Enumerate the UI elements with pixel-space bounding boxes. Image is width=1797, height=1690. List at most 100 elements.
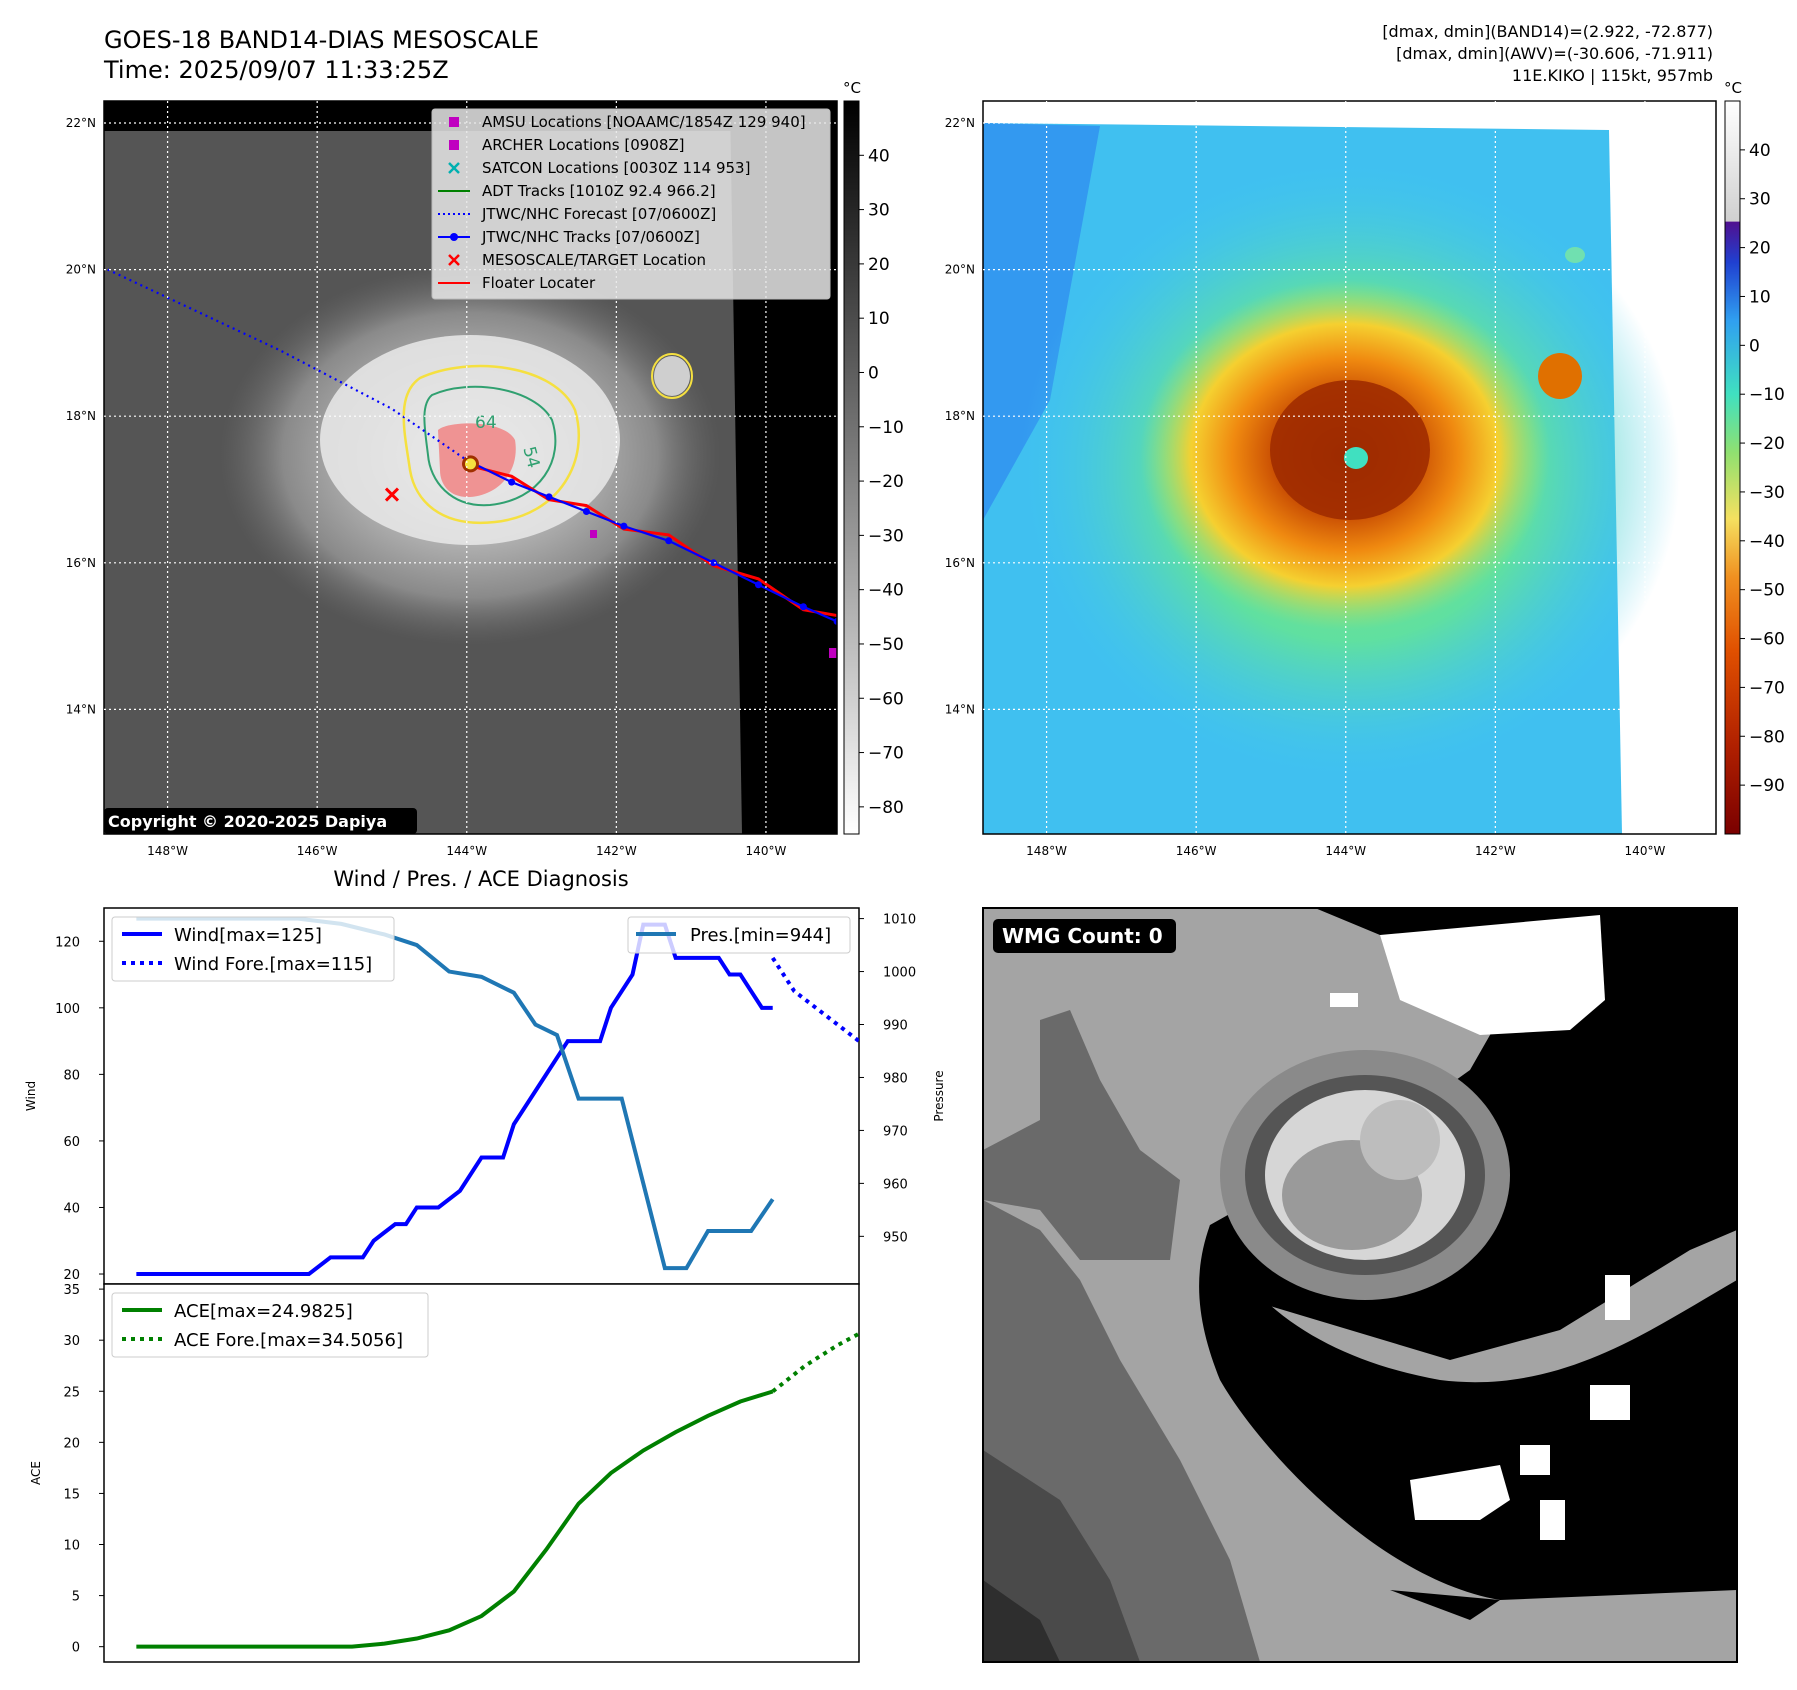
wind-legend: Wind[max=125] Wind Fore.[max=115] — [111, 916, 395, 982]
y2-tick-label: 980 — [883, 1071, 908, 1086]
legend-item: ADT Tracks [1010Z 92.4 966.2] — [438, 182, 716, 200]
colorbar-tick-label: −10 — [1749, 385, 1785, 405]
wmg-white-patch — [1380, 915, 1605, 1035]
colorbar-tick-label: −30 — [1749, 483, 1785, 503]
track-point — [620, 522, 628, 530]
y2-tick-label: 1000 — [883, 966, 916, 981]
y-tick-label: 80 — [63, 1068, 80, 1083]
contour-green — [423, 385, 557, 507]
y2-tick-label: 970 — [883, 1124, 908, 1139]
archer-marker — [590, 530, 597, 538]
y-tick-label: 25 — [63, 1385, 80, 1400]
lon-label: 146°W — [1176, 844, 1217, 858]
colorbar-tick-label: −60 — [1749, 630, 1785, 650]
wind-axis-label: Wind — [24, 1081, 38, 1111]
wmg-panel: WMG Count: 0 — [982, 907, 1738, 1663]
legend-label: SATCON Locations [0030Z 114 953] — [482, 159, 750, 177]
forecast-track-line — [107, 268, 468, 462]
lat-label: 16°N — [66, 556, 96, 570]
lon-label: 148°W — [1026, 844, 1067, 858]
track-point — [710, 559, 718, 567]
colorbar-tick-label: 40 — [1749, 141, 1771, 161]
colorbar-tick-label: −90 — [1749, 776, 1785, 796]
y2-tick-label: 1010 — [883, 913, 916, 928]
lat-label: 20°N — [66, 263, 96, 277]
pres-legend-label: Pres.[min=944] — [690, 925, 831, 946]
lat-label: 14°N — [945, 702, 975, 716]
map2-lon-labels: 148°W 146°W 144°W 142°W 140°W — [1026, 844, 1665, 858]
colorbar-tick-label: −80 — [1749, 727, 1785, 747]
storm-info: 11E.KIKO | 115kt, 957mb — [1511, 66, 1713, 85]
legend-label: JTWC/NHC Tracks [07/0600Z] — [481, 228, 700, 246]
colorbar-tick-label: −70 — [868, 744, 904, 764]
colorbar-tick-label: −20 — [868, 472, 904, 492]
colorbar1-unit: °C — [843, 79, 861, 97]
legend-item: Floater Locater — [438, 274, 596, 292]
y2-tick-label: 960 — [883, 1177, 908, 1192]
ace-chart: 0 5 10 15 20 25 30 35 ACE ACE[max=24.9825] ACE … — [29, 1283, 860, 1663]
y-tick-label: 60 — [63, 1135, 80, 1150]
track-point — [582, 507, 590, 515]
colorbar-tick-label: 30 — [868, 201, 890, 221]
wmg-count-box — [993, 919, 1176, 953]
colorbar-tick-label: −40 — [868, 581, 904, 601]
lon-label: 144°W — [1325, 844, 1366, 858]
map2-lat-labels: 22°N 20°N 18°N 16°N 14°N — [945, 116, 975, 716]
colorbar-tick-label: 20 — [1749, 239, 1771, 259]
colorbar-tick-label: −60 — [868, 689, 904, 709]
awv-map: 22°N 20°N 18°N 16°N 14°N 148°W 146°W 144°W 142°… — [945, 100, 1717, 858]
colorbar-tick-label: −40 — [1749, 532, 1785, 552]
y2-tick-label: 990 — [883, 1019, 908, 1034]
floater-locater-line — [473, 465, 837, 618]
y-tick-label: 0 — [72, 1641, 80, 1656]
y-tick-label: 30 — [63, 1334, 80, 1349]
map2-gridlines — [983, 101, 1716, 834]
legend-label: JTWC/NHC Forecast [07/0600Z] — [481, 205, 716, 223]
map-legend: AMSU Locations [NOAAMC/1854Z 129 940] ARC… — [431, 108, 831, 300]
y-tick-label: 35 — [63, 1283, 80, 1298]
legend-label: ADT Tracks [1010Z 92.4 966.2] — [482, 182, 716, 200]
band14-colorbar: °C 40 30 20 10 0 −10 −20 −30 −40 −50 −60 −70 −80 — [843, 79, 904, 835]
track-point — [665, 537, 673, 545]
lat-label: 22°N — [945, 116, 975, 130]
series-line-wind-fore- — [771, 956, 859, 1044]
lat-label: 22°N — [66, 116, 96, 130]
y-tick-label: 20 — [63, 1268, 80, 1283]
colorbar-tick-label: −30 — [868, 526, 904, 546]
lon-label: 144°W — [446, 844, 487, 858]
colorbar-tick-label: −80 — [868, 798, 904, 818]
y-tick-label: 20 — [63, 1436, 80, 1451]
figure-title: GOES-18 BAND14-DIAS MESOSCALE — [104, 26, 540, 54]
y-tick-label: 5 — [72, 1590, 80, 1605]
legend-item: ARCHER Locations [0908Z] — [449, 136, 685, 154]
colorbar2-unit: °C — [1724, 79, 1742, 97]
map1-lon-labels: 148°W 146°W 144°W 142°W 140°W — [147, 844, 786, 858]
ace-legend: ACE[max=24.9825] ACE Fore.[max=34.5056] — [111, 1292, 429, 1358]
awv-eye — [1344, 447, 1368, 469]
lon-label: 142°W — [596, 844, 637, 858]
lon-label: 148°W — [147, 844, 188, 858]
contour-label-64: 64 — [475, 413, 497, 433]
ace-legend-label: ACE[max=24.9825] — [174, 1301, 353, 1322]
awv-colorbar: °C 40 30 20 10 0 −10 −20 −30 −40 −50 −60 −70 −80 −90 — [1724, 79, 1785, 835]
wind-legend-label: Wind[max=125] — [174, 925, 322, 946]
copyright-box — [104, 808, 417, 834]
legend-item: SATCON Locations [0030Z 114 953] — [448, 159, 750, 177]
figure-time: Time: 2025/09/07 11:33:25Z — [104, 56, 449, 84]
track-point — [799, 603, 807, 611]
wmg-count-label: WMG Count: 0 — [1002, 924, 1163, 948]
legend-item: AMSU Locations [NOAAMC/1854Z 129 940] — [449, 113, 806, 131]
colorbar-tick-label: 10 — [1749, 287, 1771, 307]
band14-stats: [dmax, dmin](BAND14)=(2.922, -72.877) — [1382, 22, 1713, 41]
colorbar-tick-label: 20 — [868, 255, 890, 275]
track-point — [545, 493, 553, 501]
wind-fore-legend-label: Wind Fore.[max=115] — [174, 954, 372, 975]
series-line-ace — [136, 1389, 774, 1649]
y-tick-label: 120 — [55, 935, 80, 950]
track-point — [833, 617, 837, 625]
legend-label: ARCHER Locations [0908Z] — [482, 136, 685, 154]
lat-label: 16°N — [945, 556, 975, 570]
y-tick-label: 100 — [55, 1002, 80, 1017]
legend-label: AMSU Locations [NOAAMC/1854Z 129 940] — [482, 113, 806, 131]
